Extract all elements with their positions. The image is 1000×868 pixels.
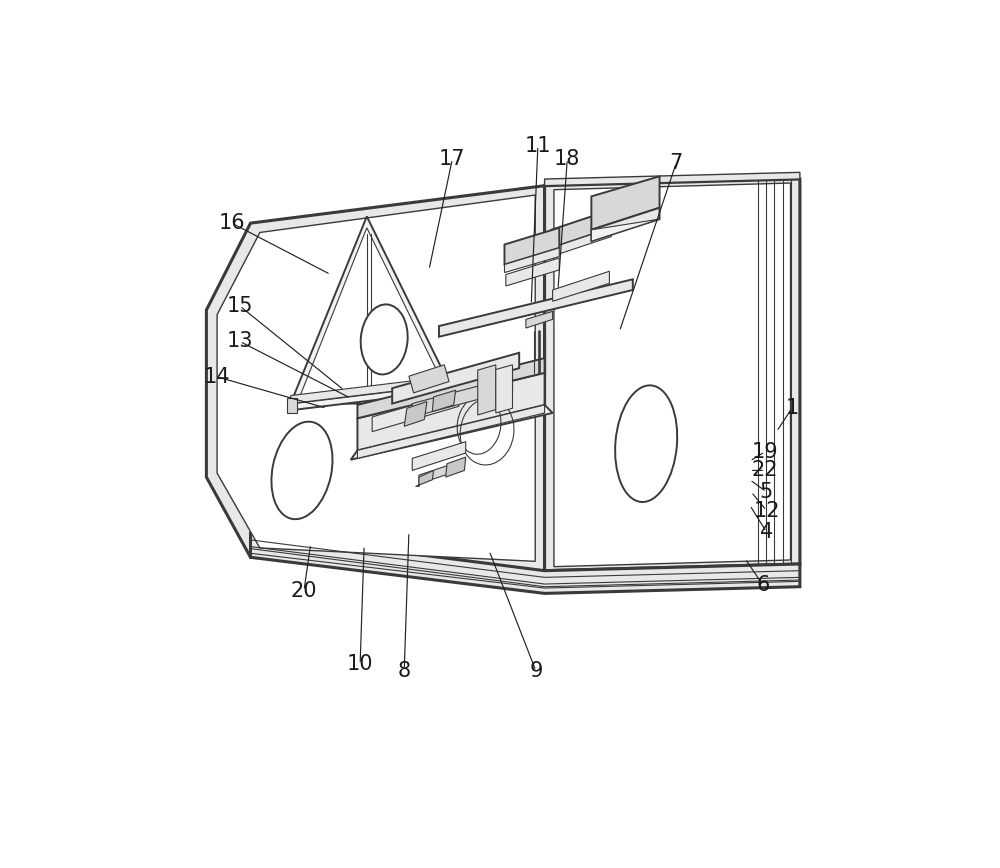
Polygon shape <box>591 207 660 241</box>
Text: 15: 15 <box>227 296 253 316</box>
Ellipse shape <box>361 305 408 374</box>
Polygon shape <box>357 358 545 418</box>
Text: 5: 5 <box>760 482 773 502</box>
Polygon shape <box>372 391 459 431</box>
Text: 20: 20 <box>291 581 317 601</box>
Polygon shape <box>351 404 553 460</box>
Text: 11: 11 <box>525 135 551 155</box>
Text: 22: 22 <box>752 460 778 480</box>
Polygon shape <box>251 533 800 594</box>
Text: 19: 19 <box>752 442 778 462</box>
Polygon shape <box>554 183 791 567</box>
Text: 6: 6 <box>756 575 770 595</box>
Ellipse shape <box>615 385 677 502</box>
Polygon shape <box>291 373 545 411</box>
Polygon shape <box>412 377 512 417</box>
Polygon shape <box>591 219 660 241</box>
Polygon shape <box>416 470 434 486</box>
Text: 4: 4 <box>760 522 773 542</box>
Text: 13: 13 <box>227 332 253 352</box>
Polygon shape <box>446 457 466 477</box>
Text: 16: 16 <box>218 214 245 233</box>
Polygon shape <box>217 195 535 562</box>
Polygon shape <box>591 176 660 230</box>
Polygon shape <box>404 402 427 426</box>
Polygon shape <box>357 404 545 458</box>
Polygon shape <box>287 398 297 413</box>
Polygon shape <box>357 373 545 450</box>
Text: 14: 14 <box>204 367 230 387</box>
Polygon shape <box>419 462 459 483</box>
Polygon shape <box>496 365 512 413</box>
Polygon shape <box>206 186 545 570</box>
Text: 7: 7 <box>670 153 683 173</box>
Polygon shape <box>439 279 633 337</box>
Polygon shape <box>553 271 609 301</box>
Ellipse shape <box>271 422 333 519</box>
Polygon shape <box>504 227 559 265</box>
Text: 18: 18 <box>554 149 580 169</box>
Polygon shape <box>412 442 466 470</box>
Polygon shape <box>392 352 519 404</box>
Polygon shape <box>506 258 559 286</box>
Polygon shape <box>545 173 800 186</box>
Polygon shape <box>504 248 559 273</box>
Polygon shape <box>551 210 611 248</box>
Text: 17: 17 <box>439 149 466 169</box>
Text: 12: 12 <box>753 501 780 521</box>
Polygon shape <box>551 227 611 257</box>
Polygon shape <box>526 312 553 328</box>
Polygon shape <box>545 179 800 570</box>
Polygon shape <box>409 365 449 393</box>
Text: 8: 8 <box>398 661 411 681</box>
Text: 10: 10 <box>347 654 373 674</box>
Polygon shape <box>478 365 496 415</box>
Text: 1: 1 <box>785 398 798 418</box>
Polygon shape <box>299 227 451 399</box>
Polygon shape <box>291 216 459 404</box>
Polygon shape <box>291 365 545 404</box>
Text: 9: 9 <box>529 661 543 681</box>
Polygon shape <box>432 391 456 411</box>
